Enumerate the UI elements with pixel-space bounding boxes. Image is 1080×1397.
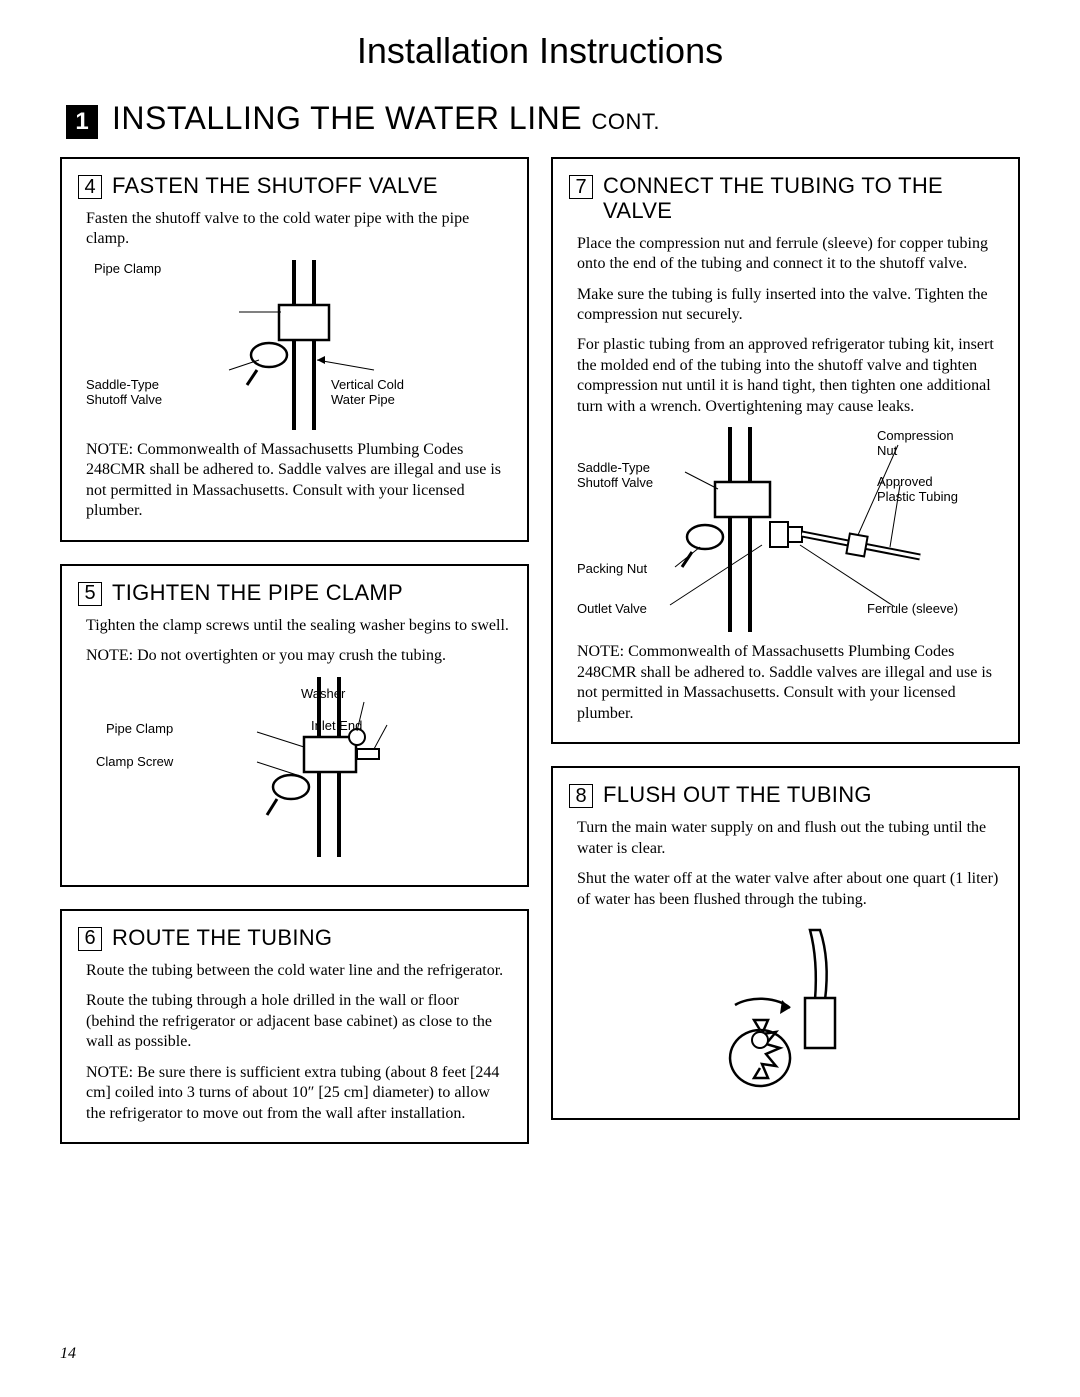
step-text: Fasten the shutoff valve to the cold wat… [86,209,511,250]
label-compression-nut: Compression Nut [877,429,954,459]
diagram-shutoff-valve: Pipe Clamp Saddle-Type Shutoff Valve Ver… [86,260,511,430]
section-title-text: INSTALLING THE WATER LINE [112,100,582,136]
step-title: FASTEN THE SHUTOFF VALVE [112,173,438,198]
step-title: TIGHTEN THE PIPE CLAMP [112,580,403,605]
label-vertical-pipe: Vertical Cold Water Pipe [331,378,404,408]
label-pipe-clamp: Pipe Clamp [106,722,173,737]
step-text: Route the tubing between the cold water … [86,961,511,981]
step-text: Route the tubing through a hole drilled … [86,991,511,1052]
clamp-diagram-icon [169,677,429,857]
step-number: 8 [569,784,593,808]
step-text: NOTE: Be sure there is sufficient extra … [86,1063,511,1124]
step-text: Turn the main water supply on and flush … [577,818,1002,859]
page-number: 14 [60,1345,76,1363]
left-column: 4 FASTEN THE SHUTOFF VALVE Fasten the sh… [60,157,529,1144]
step-title: ROUTE THE TUBING [112,925,332,950]
label-inlet-end: Inlet End [311,719,362,734]
step-text: Place the compression nut and ferrule (s… [577,234,1002,275]
step-note: NOTE: Commonwealth of Massachusetts Plum… [577,642,1002,724]
step-text: Make sure the tubing is fully inserted i… [577,285,1002,326]
flush-diagram-icon [690,920,890,1090]
step-title: CONNECT THE TUBING TO THE VALVE [603,173,1002,224]
diagram-connect-tubing: Compression Nut Saddle-Type Shutoff Valv… [577,427,1002,632]
label-approved-tubing: Approved Plastic Tubing [877,475,958,505]
label-clamp-screw: Clamp Screw [96,755,173,770]
step-note: NOTE: Commonwealth of Massachusetts Plum… [86,440,511,522]
step-number: 5 [78,582,102,606]
section-title-cont: CONT. [591,109,660,134]
step-6: 6 ROUTE THE TUBING Route the tubing betw… [60,909,529,1144]
step-number: 6 [78,927,102,951]
step-text: For plastic tubing from an approved refr… [577,335,1002,417]
columns: 4 FASTEN THE SHUTOFF VALVE Fasten the sh… [60,157,1020,1144]
step-title: FLUSH OUT THE TUBING [603,782,872,807]
step-text: NOTE: Do not overtighten or you may crus… [86,646,511,666]
step-text: Tighten the clamp screws until the seali… [86,616,511,636]
label-washer: Washer [301,687,345,702]
label-saddle-valve: Saddle-Type Shutoff Valve [577,461,653,491]
step-8: 8 FLUSH OUT THE TUBING Turn the main wat… [551,766,1020,1120]
step-number: 7 [569,175,593,199]
label-packing-nut: Packing Nut [577,562,647,577]
right-column: 7 CONNECT THE TUBING TO THE VALVE Place … [551,157,1020,1144]
label-ferrule: Ferrule (sleeve) [867,602,958,617]
label-pipe-clamp: Pipe Clamp [94,262,161,277]
step-text: Shut the water off at the water valve af… [577,869,1002,910]
section-title: INSTALLING THE WATER LINE CONT. [112,100,660,137]
diagram-flush-tubing [577,920,1002,1090]
step-7: 7 CONNECT THE TUBING TO THE VALVE Place … [551,157,1020,744]
step-number: 4 [78,175,102,199]
page-title: Installation Instructions [60,30,1020,72]
label-saddle-valve: Saddle-Type Shutoff Valve [86,378,162,408]
step-4: 4 FASTEN THE SHUTOFF VALVE Fasten the sh… [60,157,529,542]
section-badge: 1 [66,105,98,139]
diagram-pipe-clamp: Washer Pipe Clamp Inlet End Clamp Screw [86,677,511,857]
step-5: 5 TIGHTEN THE PIPE CLAMP Tighten the cla… [60,564,529,887]
label-outlet-valve: Outlet Valve [577,602,647,617]
section-header: 1 INSTALLING THE WATER LINE CONT. [66,100,1020,139]
